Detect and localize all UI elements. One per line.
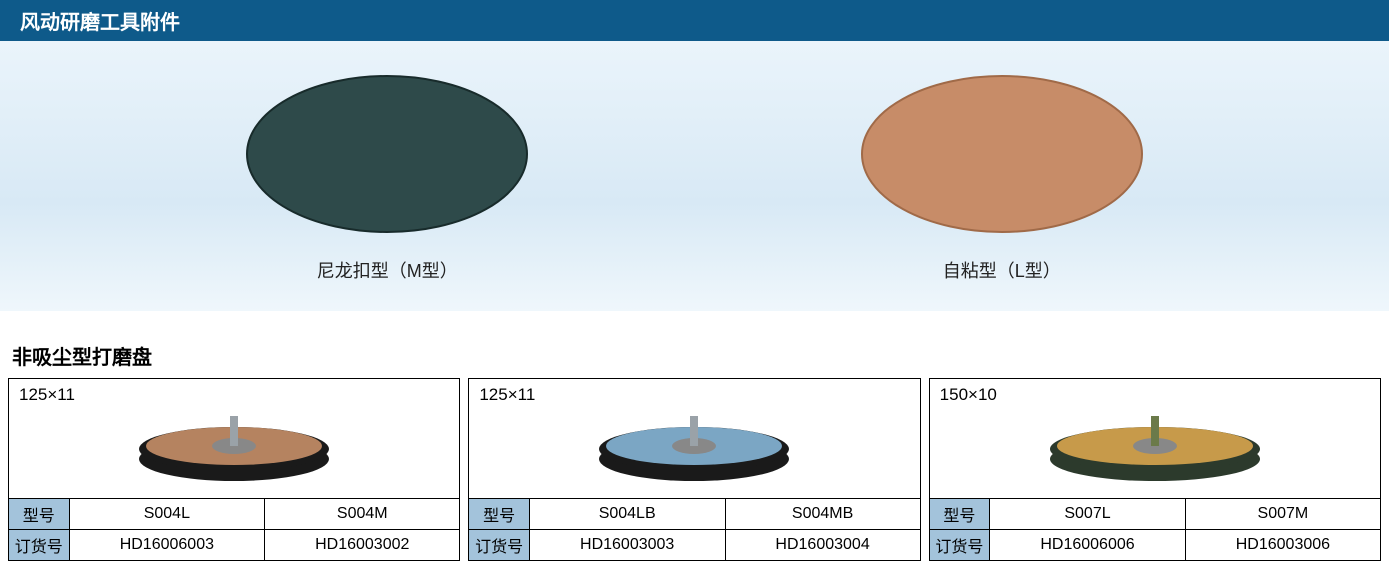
sanding-disc-icon	[134, 404, 334, 484]
pad-adhesive-label: 自粘型（L型）	[852, 257, 1152, 283]
sanding-disc-icon	[594, 404, 794, 484]
row-header: 型号	[930, 499, 990, 530]
product-image-cell: 125×11	[9, 379, 459, 499]
spec-table: 型号 S007L S007M 订货号 HD16006006 HD16003006	[930, 499, 1380, 560]
cell: HD16003006	[1185, 530, 1380, 561]
header-title: 风动研磨工具附件	[20, 12, 180, 34]
row-header: 订货号	[930, 530, 990, 561]
pad-adhesive: 自粘型（L型）	[852, 69, 1152, 283]
spec-table: 型号 S004L S004M 订货号 HD16006003 HD16003002	[9, 499, 459, 560]
cell: HD16003004	[725, 530, 920, 561]
product-image-cell: 125×11	[469, 379, 919, 499]
cell: S007M	[1185, 499, 1380, 530]
cell: S007L	[990, 499, 1186, 530]
section-title: 非吸尘型打磨盘	[12, 341, 1389, 370]
cell: HD16006003	[69, 530, 265, 561]
row-header: 型号	[9, 499, 69, 530]
row-header: 订货号	[9, 530, 69, 561]
product-block: 125×11 型号 S004LB S004MB 订货号 HD16003003	[468, 378, 920, 561]
spec-table: 型号 S004LB S004MB 订货号 HD16003003 HD160030…	[469, 499, 919, 560]
cell: HD16003003	[529, 530, 725, 561]
product-block: 125×11 型号 S004L S004M 订货号 HD16006003	[8, 378, 460, 561]
cell: S004M	[265, 499, 460, 530]
cell: HD16003002	[265, 530, 460, 561]
sanding-disc-icon	[1045, 404, 1265, 484]
product-block: 150×10 型号 S007L S007M 订货号 HD16006006	[929, 378, 1381, 561]
product-size: 125×11	[19, 385, 75, 405]
products-row: 125×11 型号 S004L S004M 订货号 HD16006003	[0, 378, 1389, 561]
row-header: 订货号	[469, 530, 529, 561]
pad-nylon-label: 尼龙扣型（M型）	[237, 257, 537, 283]
product-size: 150×10	[940, 385, 997, 405]
pad-nylon: 尼龙扣型（M型）	[237, 69, 537, 283]
row-header: 型号	[469, 499, 529, 530]
cell: S004LB	[529, 499, 725, 530]
product-image-cell: 150×10	[930, 379, 1380, 499]
product-size: 125×11	[479, 385, 535, 405]
showcase-area: 尼龙扣型（M型） 自粘型（L型）	[0, 41, 1389, 311]
pad-adhesive-ellipse	[852, 69, 1152, 239]
cell: S004MB	[725, 499, 920, 530]
cell: HD16006006	[990, 530, 1186, 561]
cell: S004L	[69, 499, 265, 530]
pad-nylon-ellipse	[237, 69, 537, 239]
header-bar: 风动研磨工具附件	[0, 0, 1389, 41]
